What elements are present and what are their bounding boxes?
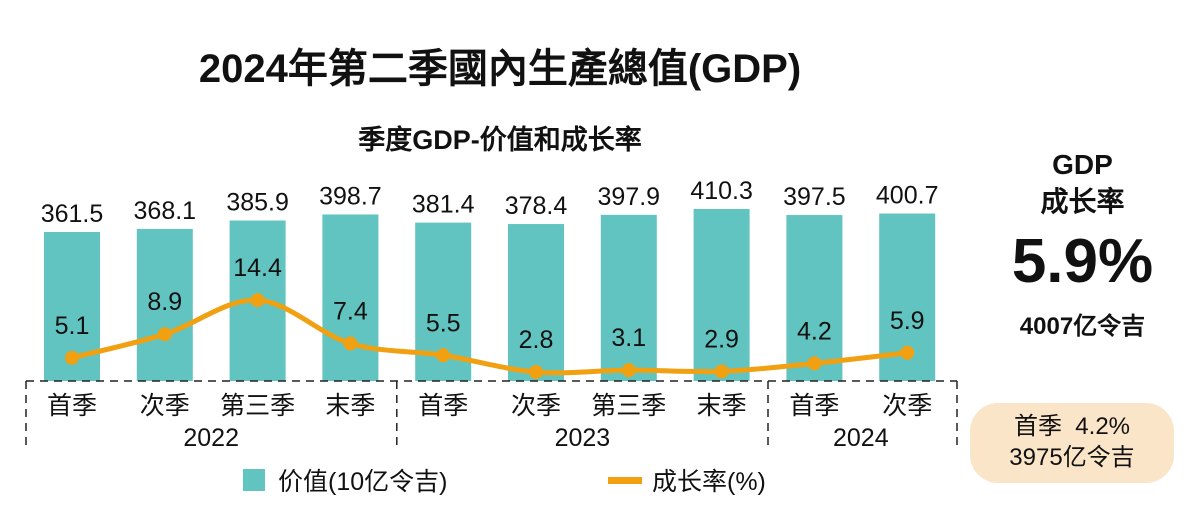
bar-3 (322, 214, 379, 381)
bar-1 (136, 228, 193, 381)
category-label-4: 首季 (418, 392, 468, 420)
growth-line (69, 297, 910, 376)
chart-title: 季度GDP-价值和成长率 (358, 125, 642, 155)
chart: 361.5 368.1 385.9 398.7 381.4 378.4 397.9 410.3… (25, 177, 958, 496)
bar-value-label-8: 397.5 (783, 183, 846, 211)
bar-value-label-2: 385.9 (226, 189, 289, 217)
side-gdp-value: 4007亿令吉 (1019, 313, 1146, 340)
year-label-2024: 2024 (833, 424, 889, 452)
previous-quarter-rate: 首季 4.2% (1013, 413, 1131, 440)
side-gdp-label: GDP (1052, 149, 1113, 180)
category-label-8: 首季 (789, 392, 839, 420)
previous-quarter-value: 3975亿令吉 (1009, 444, 1135, 471)
growth-point-2 (250, 293, 265, 308)
growth-value-label-3: 7.4 (333, 297, 368, 325)
bar-6 (600, 214, 657, 381)
growth-point-9 (900, 345, 915, 360)
growth-point-6 (621, 363, 636, 378)
bar-value-label-3: 398.7 (319, 182, 382, 210)
category-label-3: 末季 (325, 392, 375, 420)
growth-value-label-1: 8.9 (147, 288, 182, 316)
category-label-5: 次季 (511, 392, 561, 420)
category-label-0: 首季 (47, 392, 97, 420)
growth-point-3 (343, 336, 358, 351)
growth-point-0 (65, 350, 79, 365)
bar-value-label-9: 400.7 (876, 182, 939, 210)
bar-value-label-1: 368.1 (134, 197, 197, 225)
growth-value-label-0: 5.1 (55, 312, 90, 340)
growth-point-5 (529, 365, 543, 380)
side-rate-label: 成长率 (1040, 186, 1125, 217)
bar-value-label-4: 381.4 (412, 191, 475, 219)
bar-5 (508, 224, 564, 381)
growth-value-label-5: 2.8 (519, 326, 554, 354)
year-label-2023: 2023 (555, 424, 611, 452)
growth-point-1 (157, 327, 172, 342)
legend-swatch-value (243, 469, 265, 491)
growth-value-label-4: 5.5 (426, 309, 461, 337)
legend-label-value: 价值(10亿令吉) (278, 468, 447, 496)
previous-quarter-box: 首季 4.2% 3975亿令吉 (970, 403, 1174, 483)
growth-value-label-9: 5.9 (890, 307, 925, 335)
labels-layer: 361.5 368.1 385.9 398.7 381.4 378.4 397.9 410.3… (41, 177, 939, 354)
growth-point-7 (714, 364, 729, 379)
category-label-2: 第三季 (220, 392, 295, 420)
side-rate-value: 5.9% (1011, 227, 1154, 296)
side-panel: GDP 成长率 5.9% 4007亿令吉 (965, 148, 1200, 342)
bar-value-label-6: 397.9 (598, 183, 661, 211)
bar-8 (786, 215, 843, 381)
category-label-1: 次季 (140, 392, 190, 420)
legend-swatch-rate (608, 477, 642, 484)
bar-value-label-7: 410.3 (690, 177, 753, 205)
legend-layer: 价值(10亿令吉) 成长率(%) (243, 468, 766, 496)
category-label-7: 末季 (697, 392, 747, 420)
year-label-2022: 2022 (183, 424, 239, 452)
category-label-6: 第三季 (591, 392, 666, 420)
growth-point-4 (436, 348, 451, 363)
bar-value-label-5: 378.4 (505, 192, 568, 220)
main-title: 2024年第二季國內生產總值(GDP) (198, 47, 802, 91)
growth-value-label-8: 4.2 (797, 317, 832, 345)
category-label-9: 次季 (882, 392, 932, 420)
bar-value-label-0: 361.5 (41, 200, 104, 228)
bar-7 (693, 209, 750, 381)
growth-value-label-2: 14.4 (233, 254, 282, 282)
growth-value-label-7: 2.9 (704, 325, 739, 353)
line-layer (65, 293, 915, 380)
legend-label-rate: 成长率(%) (652, 468, 766, 496)
growth-point-8 (807, 356, 822, 371)
growth-value-label-6: 3.1 (611, 324, 646, 352)
axis-layer: 首季 次季 第三季 末季 首季 次季 第三季 末季 首季 次季 2022 2023 2024 (25, 380, 958, 452)
